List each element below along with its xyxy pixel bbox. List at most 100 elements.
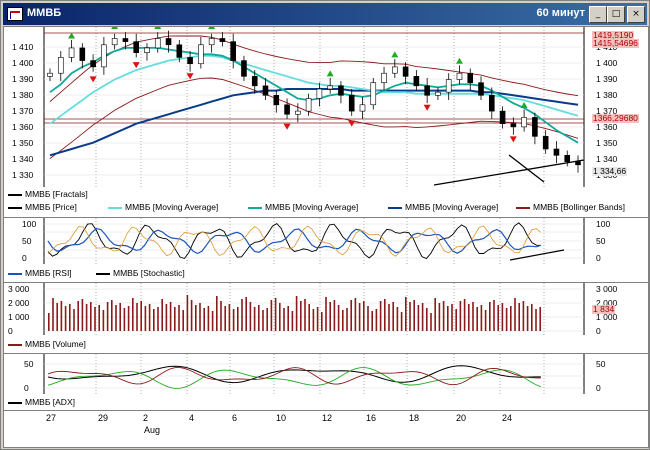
volume-bar bbox=[325, 297, 327, 331]
candle-body bbox=[327, 85, 333, 90]
volume-bar bbox=[262, 310, 264, 331]
candle-body bbox=[445, 79, 452, 93]
volume-bar bbox=[510, 306, 512, 331]
volume-bar bbox=[342, 310, 344, 331]
x-axis-day-label: 27 bbox=[46, 413, 57, 423]
volume-bar bbox=[430, 313, 432, 331]
di-minus-line bbox=[47, 367, 541, 386]
legend-swatch bbox=[8, 401, 22, 404]
volume-bar bbox=[199, 303, 201, 331]
volume-bar bbox=[388, 304, 390, 331]
candle-body bbox=[47, 72, 53, 77]
candle-body bbox=[57, 57, 64, 74]
chart-area[interactable]: 1 410 1 400 1 390 1 380 1 370 1 360 1 350 1 340… bbox=[3, 26, 649, 448]
close-button[interactable]: × bbox=[627, 6, 645, 23]
volume-bar bbox=[363, 301, 365, 331]
volume-bar bbox=[136, 303, 138, 331]
volume-bar bbox=[77, 301, 79, 331]
volume-bar bbox=[392, 302, 394, 331]
right-tick-label: 3 000 bbox=[596, 284, 618, 294]
fractal-down-marker bbox=[132, 62, 140, 69]
minimize-button[interactable]: _ bbox=[589, 6, 607, 23]
left-tick-label: 0 bbox=[22, 253, 27, 263]
candle-body bbox=[488, 95, 495, 112]
rsi-chart[interactable] bbox=[4, 218, 648, 264]
fractal-up-marker bbox=[208, 27, 216, 29]
volume-bar bbox=[321, 312, 323, 331]
right-tick-label: 100 bbox=[596, 219, 611, 229]
volume-bar bbox=[354, 298, 357, 331]
legend-label: ММВБ [Fractals] bbox=[25, 189, 88, 199]
volume-bar bbox=[52, 298, 54, 331]
legend-price: ММВБ [Price] bbox=[8, 202, 77, 212]
candle-body bbox=[101, 44, 107, 68]
volume-bar bbox=[291, 311, 294, 331]
volume-bar bbox=[451, 304, 453, 331]
right-tick-label: 1 370 bbox=[596, 106, 618, 116]
legend-adx: ММВБ [ADX] bbox=[8, 397, 75, 407]
x-axis-day-label: 12 bbox=[322, 413, 333, 423]
volume-bar bbox=[283, 308, 285, 331]
volume-bar bbox=[295, 296, 298, 331]
candle-body bbox=[305, 98, 312, 112]
left-tick-label: 1 390 bbox=[12, 74, 34, 84]
volume-bar bbox=[207, 306, 210, 331]
volume-bar bbox=[115, 305, 117, 331]
legend-swatch bbox=[8, 272, 22, 275]
candle-body bbox=[165, 38, 172, 46]
left-tick-label: 1 350 bbox=[12, 138, 34, 148]
fractal-up-marker bbox=[111, 27, 119, 29]
price-panel[interactable]: 1 410 1 400 1 390 1 380 1 370 1 360 1 350 1 340… bbox=[4, 27, 648, 218]
volume-bar bbox=[216, 296, 218, 331]
fractal-down-marker bbox=[348, 120, 356, 127]
candle-body bbox=[262, 85, 269, 96]
price-chart[interactable] bbox=[4, 27, 648, 187]
volume-bar bbox=[484, 310, 487, 331]
legend-rsi: ММВБ [RSI] bbox=[8, 268, 72, 278]
price-tag-band: 1415,54696 bbox=[592, 38, 639, 48]
legend-swatch bbox=[96, 272, 110, 275]
volume-bar bbox=[400, 312, 403, 331]
volume-bar bbox=[161, 299, 163, 331]
left-tick-label: 100 bbox=[22, 219, 37, 229]
title-bar[interactable]: ММВБ 60 минут _ □ × bbox=[3, 3, 647, 25]
volume-bar bbox=[98, 305, 100, 331]
volume-bar bbox=[245, 297, 247, 331]
volume-bar bbox=[228, 304, 231, 331]
left-tick-label: 3 000 bbox=[8, 284, 30, 294]
right-tick-label: 1 350 bbox=[596, 138, 618, 148]
candle-body bbox=[144, 47, 150, 53]
candle-body bbox=[392, 66, 398, 74]
volume-bar bbox=[169, 302, 172, 331]
adx-panel[interactable]: 50 0 50 0 ММВБ [ADX] bbox=[4, 354, 648, 411]
volume-bar bbox=[480, 305, 483, 331]
volume-bar bbox=[468, 304, 470, 331]
candle-body bbox=[521, 117, 527, 128]
volume-bar bbox=[459, 301, 462, 331]
volume-bar bbox=[69, 304, 71, 331]
legend-volume: ММВБ [Volume] bbox=[8, 339, 86, 349]
adx-chart[interactable] bbox=[4, 354, 648, 394]
volume-bar bbox=[434, 298, 436, 331]
volume-bar bbox=[522, 301, 525, 331]
left-tick-label: 1 400 bbox=[12, 58, 34, 68]
volume-bar bbox=[81, 299, 84, 331]
volume-bar bbox=[371, 311, 373, 331]
rsi-panel[interactable]: 100 50 0 100 50 0 ММВБ [RSI] ММВБ [Stochasti… bbox=[4, 218, 648, 283]
legend-swatch bbox=[388, 206, 402, 209]
volume-bar bbox=[119, 303, 121, 331]
volume-chart[interactable] bbox=[4, 283, 648, 335]
volume-bar bbox=[111, 300, 113, 331]
volume-bar bbox=[241, 299, 243, 331]
maximize-button[interactable]: □ bbox=[607, 6, 625, 23]
x-axis-day-label: 10 bbox=[276, 413, 287, 423]
candle-body bbox=[284, 104, 290, 115]
fractal-up-marker bbox=[68, 32, 76, 39]
volume-bar bbox=[232, 309, 235, 331]
volume-panel[interactable]: 3 000 2 000 1 000 0 3 000 2 000 1 000 0 1 834 … bbox=[4, 283, 648, 354]
candle-body bbox=[154, 38, 161, 49]
candle-body bbox=[402, 66, 409, 77]
legend-label: ММВБ [Stochastic] bbox=[113, 268, 185, 278]
x-axis-day-label: 29 bbox=[98, 413, 109, 423]
volume-bar bbox=[455, 309, 457, 331]
